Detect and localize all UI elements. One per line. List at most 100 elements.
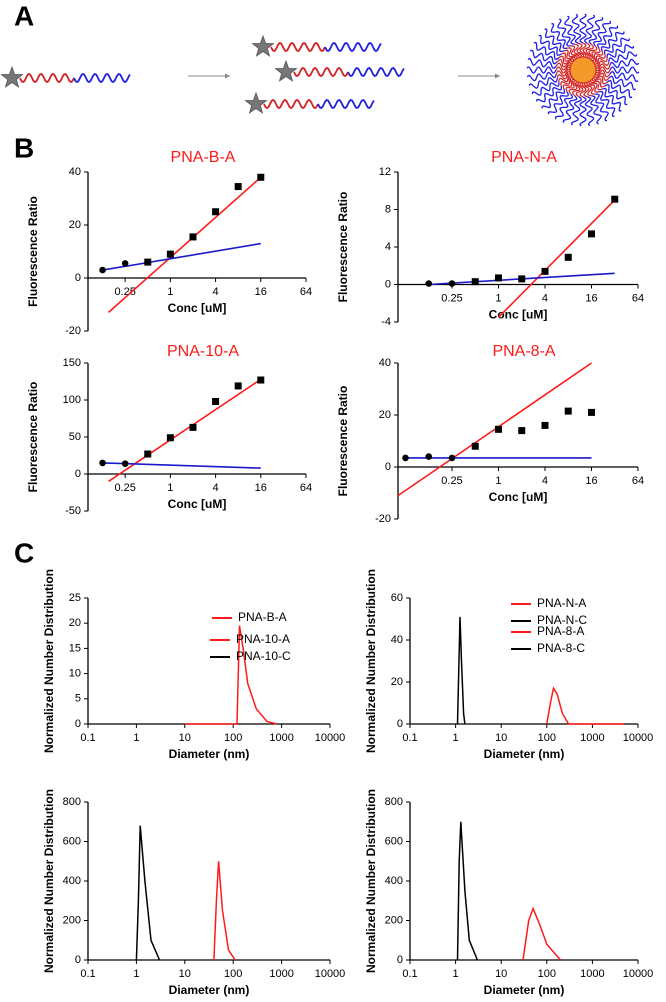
micelle-shell <box>606 44 635 58</box>
micelle-core-strand <box>593 60 610 70</box>
y-tick-label: 40 <box>379 357 391 369</box>
micelle-core-strand <box>594 66 611 74</box>
micelle-core-strand <box>593 57 608 67</box>
micelle-shell <box>588 16 604 45</box>
x-tick-label: 4 <box>213 286 219 298</box>
micelle-core-strand <box>563 49 576 62</box>
x-tick-label: 1 <box>133 968 139 980</box>
x-axis-title: Diameter (nm) <box>169 747 250 761</box>
x-tick-label: 16 <box>255 482 267 494</box>
fit-line <box>397 362 592 497</box>
micelle-shell <box>603 37 630 55</box>
x-tick-label: 1000 <box>580 732 604 744</box>
micelle-shell <box>600 31 625 52</box>
micelle-core-strand <box>581 81 590 98</box>
y-tick-label: 0 <box>397 954 403 966</box>
y-tick-label: 60 <box>391 592 403 604</box>
data-point <box>234 382 242 390</box>
micelle-shell <box>554 93 574 120</box>
x-tick-label: 10 <box>179 968 191 980</box>
micelle-shell <box>526 71 557 82</box>
micelle-core <box>569 56 597 84</box>
micelle-core-strand <box>571 80 581 97</box>
strand <box>73 72 131 84</box>
x-axis-title: Conc [uM] <box>168 301 227 315</box>
chart-title: PNA-B-A <box>171 149 236 166</box>
y-tick-label: 400 <box>63 875 81 887</box>
micelle-core-strand <box>586 80 596 95</box>
data-point <box>471 278 479 286</box>
x-tick-label: 1 <box>167 482 173 494</box>
chart: 0 20 40 60 0.1 1 10 100 1000 10000 Diameter (nm) No… <box>364 569 653 761</box>
distribution-line <box>213 861 236 961</box>
y-tick-label: 0 <box>385 461 391 473</box>
x-tick-label: 1 <box>453 732 459 744</box>
micelle-shell <box>597 25 619 49</box>
x-tick-label: 1000 <box>269 968 293 980</box>
data-point <box>257 376 265 384</box>
micelle-shell <box>608 51 638 63</box>
legend-label: PNA-B-A <box>238 610 287 624</box>
x-axis-title: Conc [uM] <box>168 497 227 511</box>
y-tick-label: 0 <box>385 278 391 290</box>
y-tick-label: 100 <box>63 394 81 406</box>
x-tick-label: 0.1 <box>402 732 417 744</box>
micelle-shell <box>584 96 595 127</box>
y-axis-title: Fluorescence Ratio <box>26 382 40 493</box>
fit-line <box>497 199 616 318</box>
strand <box>270 41 326 53</box>
arrow-head <box>495 73 500 79</box>
legend-label: PNA-10-A <box>236 632 290 646</box>
y-tick-label: 20 <box>379 409 391 421</box>
x-tick-label: 4 <box>213 482 219 494</box>
data-point <box>234 183 242 191</box>
chart-title: PNA-N-A <box>491 149 557 166</box>
data-point <box>518 275 526 283</box>
micelle-shell <box>595 93 609 122</box>
data-point <box>121 460 129 467</box>
panel-label: A <box>14 0 34 31</box>
y-axis-title: Normalized Number Distribution <box>42 569 56 753</box>
y-tick-label: 150 <box>63 357 81 369</box>
micelle-shell <box>550 23 568 50</box>
data-point <box>494 425 502 433</box>
data-point <box>144 450 152 458</box>
star <box>274 59 298 82</box>
y-tick-label: 200 <box>63 914 81 926</box>
data-point <box>189 233 197 241</box>
fit-line <box>102 242 261 271</box>
micelle-core-strand <box>560 52 575 63</box>
data-point <box>425 453 433 460</box>
data-point <box>402 454 409 462</box>
micelle-shell <box>531 82 560 96</box>
x-tick-label: 0.25 <box>441 475 462 487</box>
distribution-line <box>135 825 161 961</box>
x-tick-label: 0.1 <box>402 968 417 980</box>
y-axis-title: Fluorescence Ratio <box>336 192 350 303</box>
y-tick-label: -20 <box>65 325 81 337</box>
micelle-shell <box>579 13 587 44</box>
data-point <box>518 427 526 435</box>
y-tick-label: 0 <box>75 272 81 284</box>
y-tick-label: 20 <box>69 219 81 231</box>
micelle-shell <box>601 87 622 112</box>
micelle-core-strand <box>594 63 611 72</box>
x-tick-label: 1 <box>167 286 173 298</box>
micelle-core-strand <box>588 79 599 93</box>
strand <box>19 72 75 84</box>
micelle-core-strand <box>590 47 601 62</box>
micelle-shell <box>598 90 616 117</box>
micelle-shell <box>526 66 557 74</box>
micelle-shell <box>528 77 558 89</box>
x-tick-label: 0.25 <box>441 292 462 304</box>
micelle-shell <box>579 96 587 127</box>
x-tick-label: 1 <box>495 292 501 304</box>
y-tick-label: 5 <box>75 693 81 705</box>
micelle-core-strand <box>588 45 598 60</box>
y-tick-label: -4 <box>381 316 391 328</box>
data-point <box>448 454 456 462</box>
micelle-shell <box>557 18 571 47</box>
data-point <box>494 274 502 282</box>
y-tick-label: -50 <box>65 505 81 517</box>
micelle-core-strand <box>562 77 575 90</box>
